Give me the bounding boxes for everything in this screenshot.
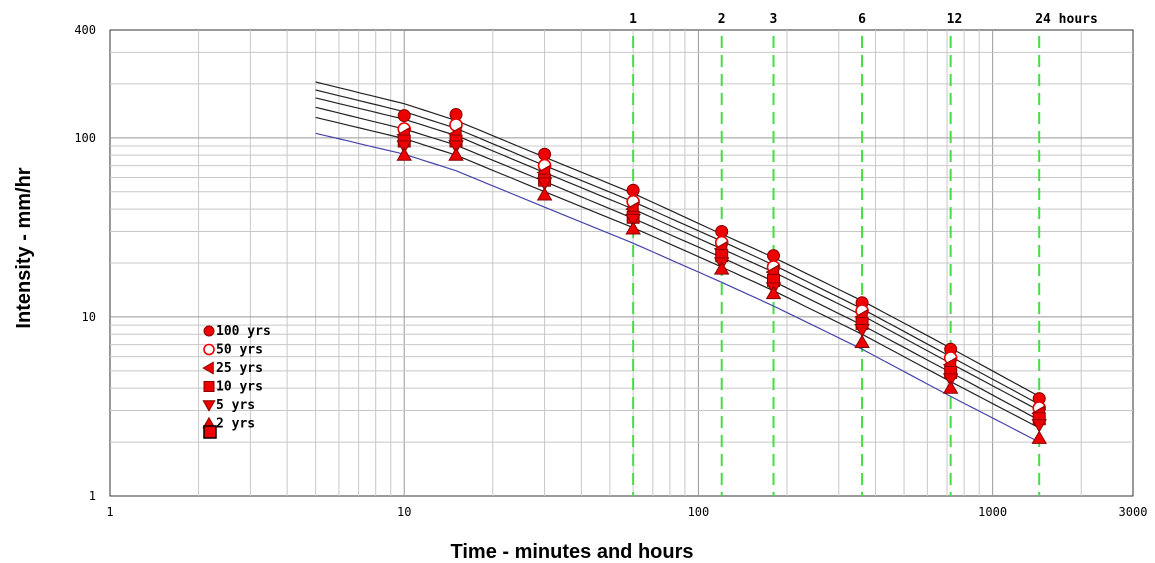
grid-lines [110, 30, 1133, 496]
triangle-up-marker [536, 187, 553, 201]
y-tick-label: 1 [89, 489, 96, 503]
y-tick-label: 100 [74, 131, 96, 145]
x-tick-label: 1000 [978, 505, 1007, 519]
triangle-left-marker [202, 361, 214, 375]
legend-label: 10 yrs [216, 380, 263, 395]
data-points [396, 107, 1047, 444]
legend: 100 yrs 50 yrs 25 yrs 10 yrs 5 yrs 2 yrs [202, 324, 271, 439]
triangle-up-marker [854, 334, 870, 349]
duration-marker-label: 24 hours [1035, 12, 1098, 27]
series-line [315, 116, 1040, 429]
circle-marker [203, 325, 215, 337]
series-line [315, 97, 1040, 412]
duration-marker-label: 6 [858, 12, 866, 27]
legend-label: 100 yrs [216, 324, 271, 339]
triangle-up-marker [1031, 430, 1047, 444]
x-tick-label: 10 [397, 505, 411, 519]
circle-marker [538, 147, 552, 161]
triangle-down-marker [396, 140, 412, 154]
triangle-up-marker [713, 261, 730, 275]
open-circle-marker [203, 343, 215, 356]
y-axis-title: Intensity - mm/hr [13, 167, 35, 328]
x-tick-label: 3000 [1119, 505, 1148, 519]
duration-marker-label: 1 [629, 12, 637, 27]
triangle-down-marker [536, 177, 553, 191]
tick-labels: 1 10 100 1000 3000 1 10 100 400 [74, 23, 1147, 519]
legend-label: 50 yrs [216, 343, 263, 358]
x-axis-title: Time - minutes and hours [451, 541, 694, 563]
duration-marker-label: 12 [947, 12, 963, 27]
triangle-up-marker [765, 285, 782, 300]
circle-marker [397, 109, 411, 123]
series-line [315, 81, 1040, 397]
series-line [315, 106, 1040, 421]
circle-marker [715, 224, 729, 238]
triangle-up-marker [396, 147, 412, 161]
duration-marker-label: 2 [718, 12, 726, 27]
x-tick-label: 1 [106, 505, 113, 519]
circle-marker [767, 249, 781, 263]
duration-marker-label: 3 [770, 12, 778, 27]
series-line [315, 89, 1040, 405]
triangle-up-marker [625, 221, 641, 235]
triangle-down-marker [942, 373, 959, 387]
x-tick-label: 100 [688, 505, 710, 519]
legend-label: 2 yrs [216, 417, 255, 432]
legend-label: 5 yrs [216, 398, 255, 413]
y-tick-label: 400 [74, 23, 96, 37]
triangle-down-marker [625, 213, 641, 228]
circle-marker [626, 183, 640, 197]
series-line [315, 132, 1040, 443]
idf-curves [315, 81, 1040, 443]
square-marker [203, 381, 215, 392]
legend-box-marker [203, 425, 217, 439]
y-tick-label: 10 [82, 310, 96, 324]
triangle-down-marker [1031, 419, 1047, 433]
triangle-up-marker [448, 147, 464, 161]
triangle-up-marker [942, 380, 959, 394]
triangle-down-marker [448, 140, 464, 154]
legend-label: 25 yrs [216, 361, 263, 376]
triangle-down-marker [202, 400, 216, 412]
triangle-down-marker [854, 323, 870, 338]
